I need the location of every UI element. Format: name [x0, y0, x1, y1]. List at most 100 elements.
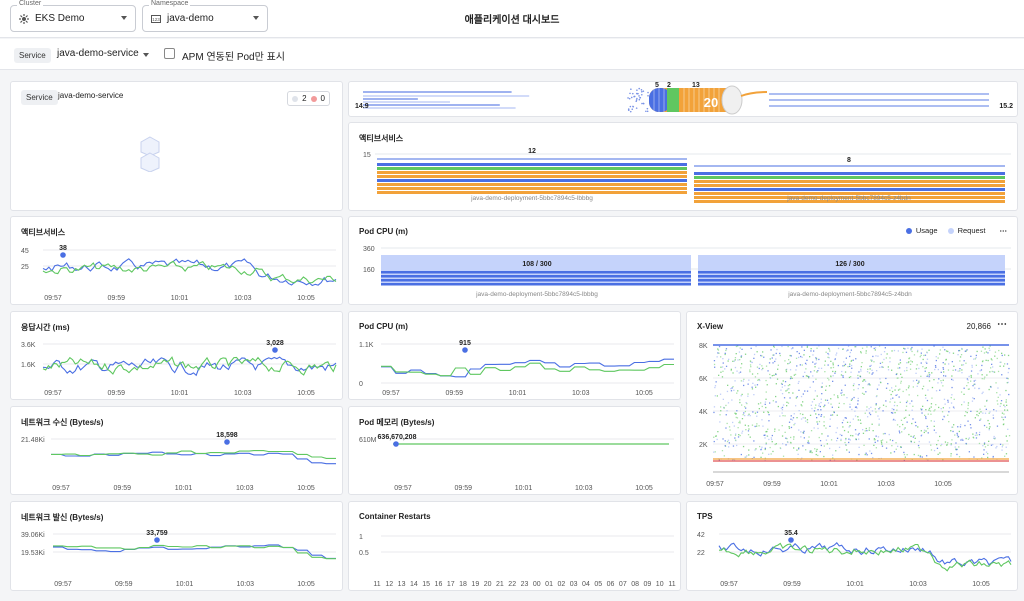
scatter-point — [742, 414, 744, 416]
scatter-point — [809, 386, 811, 388]
more-icon[interactable]: ⋯ — [999, 226, 1008, 235]
x-tick-label: 06 — [607, 581, 615, 588]
scatter-point — [854, 410, 856, 412]
scatter-point — [961, 347, 963, 350]
scatter-point — [850, 349, 852, 351]
scatter-point — [739, 434, 741, 437]
peak-marker — [393, 441, 399, 447]
scatter-point — [718, 374, 720, 376]
scatter-point — [828, 357, 830, 359]
scatter-point — [815, 359, 818, 361]
xview-title: X-View — [697, 322, 724, 331]
scatter-point — [880, 381, 882, 384]
scatter-point — [790, 426, 793, 429]
scatter-point — [781, 435, 784, 437]
scatter-point — [1003, 365, 1005, 367]
namespace-icon: 123 — [151, 15, 161, 23]
x-tick-label: 09:57 — [706, 481, 724, 488]
active-service-series-1 — [42, 258, 337, 287]
service-select[interactable]: java-demo-service — [57, 48, 149, 62]
scatter-point — [995, 447, 997, 449]
scatter-point — [787, 402, 790, 404]
scatter-point — [853, 389, 855, 391]
x-tick-label: 10:03 — [234, 390, 252, 397]
scatter-point — [804, 417, 806, 419]
scatter-point — [809, 450, 811, 452]
service-tag: Service — [14, 48, 51, 63]
scatter-point — [849, 351, 851, 354]
x-tick-label: 13 — [398, 581, 406, 588]
active-service-bar-segment — [377, 179, 687, 182]
scatter-point — [716, 438, 718, 441]
scatter-point — [800, 436, 802, 438]
namespace-select[interactable]: Namespace 123 java-demo — [142, 0, 268, 32]
scatter-point — [930, 449, 933, 451]
scatter-point — [924, 367, 926, 370]
scatter-point — [745, 429, 747, 431]
cluster-select[interactable]: Cluster EKS Demo — [10, 0, 136, 32]
scatter-point — [978, 442, 981, 445]
pod-hexagon-icon[interactable] — [139, 136, 161, 172]
scatter-point — [869, 413, 872, 416]
more-icon[interactable]: ⋯ — [997, 319, 1007, 330]
scatter-point — [781, 425, 783, 427]
scatter-point — [815, 362, 817, 364]
scatter-point — [881, 439, 884, 441]
scatter-point — [935, 390, 938, 392]
scatter-point — [956, 453, 958, 456]
scatter-point — [842, 365, 844, 367]
scatter-point — [911, 346, 913, 349]
scatter-point — [802, 432, 805, 434]
scatter-point — [851, 408, 853, 411]
scatter-point — [942, 367, 944, 369]
scatter-point — [962, 439, 964, 441]
scatter-point — [868, 372, 871, 374]
scatter-point — [715, 381, 717, 383]
scatter-point — [961, 372, 963, 374]
scatter-point — [935, 432, 937, 434]
scatter-point — [945, 350, 948, 352]
scatter-point — [843, 364, 846, 367]
x-tick-label: 22 — [508, 581, 516, 588]
scatter-point — [956, 432, 958, 435]
scatter-point — [836, 427, 838, 429]
scatter-point — [737, 436, 740, 438]
scatter-point — [758, 408, 760, 410]
scatter-point — [920, 408, 922, 410]
scatter-point — [910, 348, 912, 350]
scatter-point — [1003, 404, 1005, 406]
scatter-point — [927, 432, 929, 434]
scatter-point — [798, 356, 800, 359]
scatter-point — [783, 397, 786, 399]
scatter-point — [724, 368, 726, 370]
scatter-point — [855, 406, 857, 408]
scatter-point — [984, 405, 986, 407]
scatter-point — [871, 369, 873, 371]
scatter-point — [984, 348, 986, 350]
pod1-value: 12 — [528, 148, 536, 155]
scatter-point — [863, 393, 865, 395]
scatter-point — [817, 454, 819, 457]
scatter-point — [768, 420, 770, 422]
scatter-point — [870, 406, 872, 408]
scatter-point — [765, 443, 767, 445]
scatter-point — [931, 397, 933, 399]
scatter-point — [849, 355, 851, 358]
apm-checkbox[interactable] — [164, 48, 175, 59]
scatter-point — [979, 370, 981, 372]
scatter-point — [833, 411, 835, 414]
scatter-point — [818, 420, 821, 423]
scatter-point — [885, 387, 888, 389]
scatter-point — [804, 362, 807, 364]
scatter-point — [817, 427, 819, 430]
scatter-point — [806, 421, 809, 424]
scatter-point — [764, 403, 766, 405]
scatter-point — [724, 445, 726, 447]
scatter-point — [769, 377, 772, 379]
scatter-point — [800, 404, 802, 406]
scatter-point — [769, 446, 771, 449]
scatter-point — [780, 407, 782, 409]
scatter-point — [863, 379, 865, 381]
